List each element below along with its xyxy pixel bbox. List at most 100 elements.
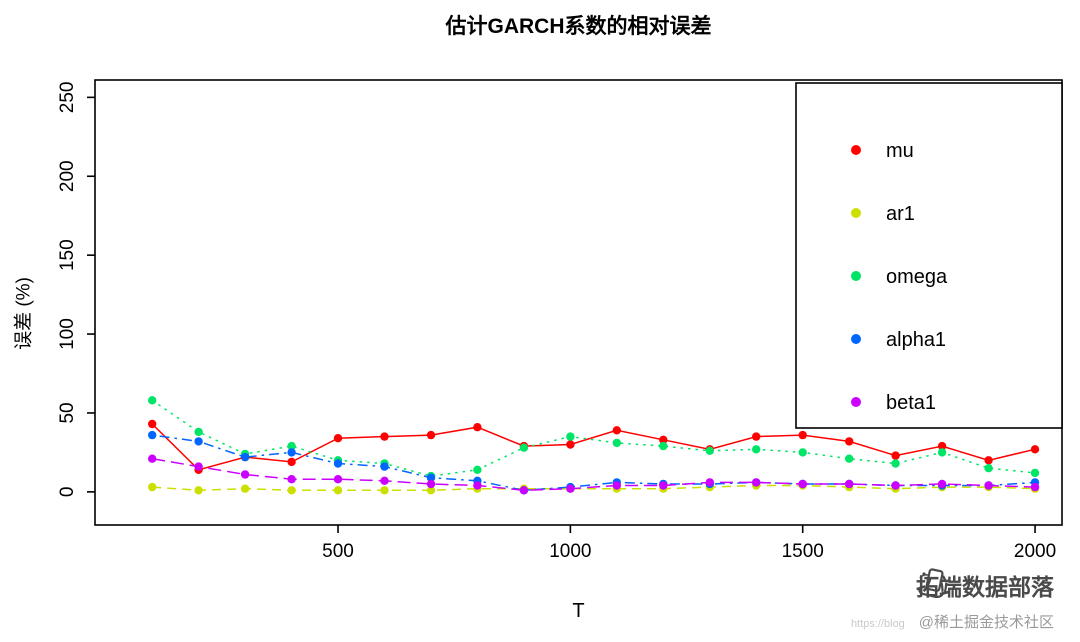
series-point-ar1 xyxy=(240,484,250,493)
series-point-omega xyxy=(473,465,482,474)
legend-box xyxy=(795,82,1063,429)
series-point-omega xyxy=(566,432,575,441)
x-tick-label: 1500 xyxy=(782,541,824,562)
legend-marker-beta1 xyxy=(851,397,861,407)
series-point-mu xyxy=(287,457,296,467)
y-tick-label: 250 xyxy=(57,82,78,114)
legend-label-ar1: ar1 xyxy=(886,203,915,225)
legend-marker-ar1 xyxy=(851,208,861,218)
series-point-beta1 xyxy=(148,454,157,463)
series-point-beta1 xyxy=(426,479,436,489)
series-point-mu xyxy=(566,440,575,449)
x-tick-label: 1000 xyxy=(549,541,591,562)
series-point-alpha1 xyxy=(148,430,157,440)
x-axis-label: T xyxy=(572,600,585,622)
series-point-ar1 xyxy=(426,486,436,495)
watermark-brand: 拓端数据部落 xyxy=(916,568,1054,602)
series-point-mu xyxy=(659,435,668,444)
series-point-omega xyxy=(519,443,529,452)
x-tick-label: 500 xyxy=(322,541,354,562)
series-point-alpha1 xyxy=(380,462,389,471)
series-point-mu xyxy=(1030,445,1040,454)
series-point-ar1 xyxy=(380,486,389,495)
series-point-mu xyxy=(891,451,900,460)
chart-title: 估计GARCH系数的相对误差 xyxy=(445,15,712,38)
legend-marker-omega xyxy=(851,271,861,281)
series-point-omega xyxy=(659,441,668,451)
x-tick-label: 2000 xyxy=(1014,541,1056,562)
series-point-alpha1 xyxy=(194,437,203,446)
series-point-beta1 xyxy=(473,481,482,490)
series-point-beta1 xyxy=(752,478,761,487)
series-point-beta1 xyxy=(333,475,343,484)
legend-marker-mu xyxy=(851,145,861,155)
series-point-beta1 xyxy=(659,481,668,490)
series-point-alpha1 xyxy=(426,473,436,482)
series-line-beta1 xyxy=(152,457,1036,492)
series-point-alpha1 xyxy=(287,448,296,457)
series-point-beta1 xyxy=(612,481,621,490)
series-point-mu xyxy=(752,432,761,441)
series-line-mu xyxy=(151,423,1036,471)
series-point-mu xyxy=(984,456,993,465)
series-point-omega xyxy=(705,446,714,455)
series-point-omega xyxy=(194,427,203,437)
series-point-beta1 xyxy=(519,486,529,495)
series-point-ar1 xyxy=(287,486,296,495)
y-tick-label: 0 xyxy=(57,487,78,498)
series-point-beta1 xyxy=(705,478,714,487)
series-point-mu xyxy=(937,441,947,451)
series-point-beta1 xyxy=(240,470,250,479)
series-point-beta1 xyxy=(287,475,296,484)
series-point-omega xyxy=(148,396,157,405)
series-point-omega xyxy=(752,445,761,454)
y-tick-label: 200 xyxy=(57,160,78,192)
series-point-beta1 xyxy=(845,479,854,489)
y-tick-label: 100 xyxy=(57,318,78,350)
watermark-subline: https://blog @稀土掘金技术社区 xyxy=(851,611,1054,632)
series-point-ar1 xyxy=(194,486,203,495)
series-point-beta1 xyxy=(380,476,389,485)
series-point-mu xyxy=(426,430,436,440)
series-point-beta1 xyxy=(891,481,900,490)
series-point-mu xyxy=(798,430,807,440)
y-tick-label: 150 xyxy=(57,239,78,271)
legend-marker-alpha1 xyxy=(851,334,861,344)
series-point-alpha1 xyxy=(333,459,343,468)
series-point-beta1 xyxy=(937,479,947,489)
legend-label-beta1: beta1 xyxy=(886,392,936,414)
series-point-beta1 xyxy=(1030,482,1040,492)
legend-label-omega: omega xyxy=(886,266,948,288)
series-point-omega xyxy=(845,454,854,463)
y-axis-label: 误差 (%) xyxy=(13,277,35,350)
series-line-ar1 xyxy=(152,484,1036,492)
series-point-alpha1 xyxy=(240,452,250,462)
series-point-mu xyxy=(333,434,343,443)
series-point-omega xyxy=(937,448,947,457)
series-point-mu xyxy=(148,419,157,429)
series-line-alpha1 xyxy=(152,434,1036,492)
tuoduan-logo-icon xyxy=(918,568,945,598)
series-point-beta1 xyxy=(194,462,203,471)
series-point-omega xyxy=(1030,468,1040,478)
series-point-ar1 xyxy=(333,486,343,495)
series-point-mu xyxy=(380,432,389,441)
series-point-ar1 xyxy=(148,482,157,492)
legend-label-mu: mu xyxy=(886,140,914,162)
series-point-mu xyxy=(473,423,482,432)
series-point-beta1 xyxy=(566,484,575,493)
legend-label-alpha1: alpha1 xyxy=(886,329,946,351)
y-tick-label: 50 xyxy=(57,402,78,423)
series-point-mu xyxy=(612,426,621,435)
watermark-community: @稀土掘金技术社区 xyxy=(918,614,1054,631)
series-point-omega xyxy=(891,459,900,468)
series-point-beta1 xyxy=(984,481,993,490)
series-point-omega xyxy=(984,464,993,473)
series-point-beta1 xyxy=(798,479,807,489)
watermark-url: https://blog xyxy=(850,618,905,630)
series-point-omega xyxy=(798,448,807,457)
series-point-mu xyxy=(845,437,854,446)
series-point-omega xyxy=(287,441,296,451)
